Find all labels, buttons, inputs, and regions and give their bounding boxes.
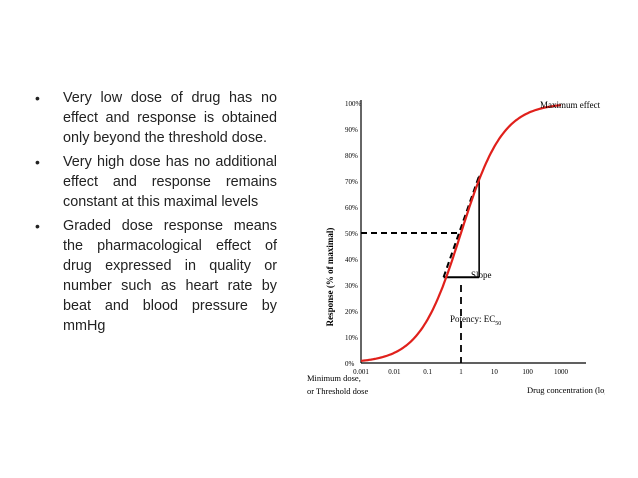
x-tick-label: 10 [491,368,499,376]
y-tick-label: 30% [345,282,358,290]
bullet-text: Graded dose response means the pharmacol… [63,218,277,334]
potency-label-sub: 50 [495,321,501,327]
potency-label: Potency: EC50 [450,314,501,327]
slope-label: Slope [471,270,492,280]
bullet-text: Very high dose has no additional effect … [63,154,277,210]
y-tick-label: 0% [345,360,355,368]
x-tick-label: 0.01 [388,368,401,376]
bullet-item: • Graded dose response means the pharmaco… [35,216,277,336]
dose-response-curve [360,104,562,362]
y-tick-label: 20% [345,308,358,316]
x-tick-labels: 0.001 0.01 0.1 1 10 100 1000 [353,368,568,376]
x-tick-label: 1 [459,368,463,376]
minimum-dose-label: Minimum dose, [307,373,361,383]
chart-guides [361,175,481,363]
maximum-effect-label: Maximum effect [540,100,601,110]
x-tick-label: 100 [522,368,533,376]
bullet-glyph: • [35,154,40,170]
x-tick-label: 0.1 [423,368,432,376]
threshold-dose-label: or Threshold dose [307,386,368,396]
bullet-glyph: • [35,90,40,106]
chart-axes [360,100,586,364]
bullet-list: • Very low dose of drug has no effect and… [35,88,277,340]
bullet-item: • Very low dose of drug has no effect and… [35,88,277,148]
y-tick-labels: 0% 10% 20% 30% 40% 50% 60% 70% 80% 90% 100% [345,100,362,368]
bullet-glyph: • [35,218,40,234]
y-tick-label: 40% [345,256,358,264]
bullet-text: Very low dose of drug has no effect and … [63,90,277,146]
x-tick-label: 1000 [554,368,569,376]
bullet-item: • Very high dose has no additional effect… [35,152,277,212]
dose-response-chart: 0%10%20%30%40%50%60%70%80%90%100% 0.001 0… [307,100,605,396]
y-tick-label: 90% [345,126,358,134]
y-axis-label: Response (% of maximal) [325,228,335,327]
x-axis-label: Drug concentration (log) [527,385,605,395]
y-tick-label: 70% [345,178,358,186]
potency-label-main: Potency: EC [450,314,495,324]
slope-triangle-hypotenuse [442,175,481,278]
y-tick-label: 80% [345,152,358,160]
y-tick-label: 60% [345,204,358,212]
y-tick-label: 50% [345,230,358,238]
y-tick-label: 10% [345,334,358,342]
y-tick-label: 100% [345,100,362,108]
x-tick-label: 0.001 [353,368,369,376]
